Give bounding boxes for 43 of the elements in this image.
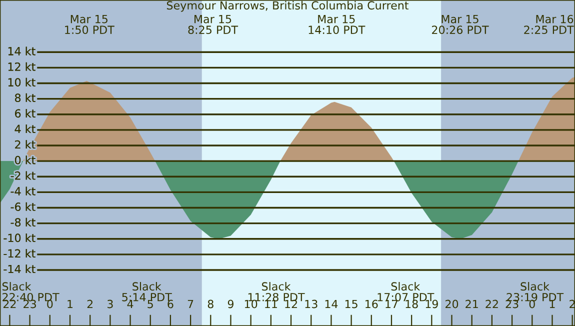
x-tick-label: 0 — [529, 300, 535, 308]
y-tick-label: -14 kt — [4, 264, 36, 274]
x-tick-label: 14 — [325, 300, 338, 308]
x-tick-label: 19 — [426, 300, 438, 308]
x-tick-label: 2 — [87, 300, 93, 308]
y-tick-label: 14 kt — [8, 46, 36, 56]
y-tick-label: -4 kt — [10, 186, 36, 196]
y-tick-label: 10 kt — [8, 78, 36, 86]
annotation: Slack 5:14 PDT — [122, 282, 172, 302]
x-tick-label: 3 — [107, 300, 113, 308]
y-tick-label: -10 kt — [4, 233, 36, 242]
y-tick-label: 4 kt — [14, 124, 36, 133]
x-tick-label: 16 — [366, 300, 378, 308]
x-tick-label: 7 — [188, 300, 194, 308]
x-tick-label: 23 — [24, 300, 36, 308]
y-tick-label: -8 kt — [10, 218, 36, 227]
y-tick-label: 8 kt — [15, 93, 36, 102]
x-tick-label: 15 — [345, 300, 358, 308]
x-tick-label: 13 — [305, 300, 318, 308]
y-tick-label: 12 kt — [8, 62, 36, 71]
x-tick-label: 4 — [127, 300, 134, 308]
annotation: Mar 15 14:10 PDT — [308, 15, 366, 34]
x-tick-label: 22 — [486, 300, 498, 308]
y-tick-label: 2 kt — [15, 140, 36, 149]
chart-title: Seymour Narrows, British Columbia Current — [166, 0, 409, 12]
y-tick-label: -6 kt — [10, 202, 36, 211]
x-tick-label: 20 — [446, 300, 458, 308]
annotation: Slack 11:28 PDT — [248, 282, 305, 302]
annotation: Mar 16 2:25 PDT — [524, 14, 574, 34]
y-tick-label: 6 kt — [15, 108, 36, 118]
annotation: Slack 17:07 PDT — [378, 282, 434, 302]
x-tick-label: 2 — [570, 300, 575, 308]
x-tick-label: 6 — [168, 300, 174, 308]
x-tick-label: 18 — [406, 300, 418, 308]
x-tick-label: 8 — [208, 300, 214, 308]
x-tick-label: 9 — [228, 300, 234, 308]
annotation: Mar 15 20:26 PDT — [432, 15, 489, 34]
x-tick-label: 1 — [68, 300, 72, 308]
x-tick-label: 21 — [466, 300, 478, 308]
x-tick-label: 10 — [244, 300, 258, 308]
annotation: Mar 15 1:50 PDT — [65, 15, 114, 34]
y-tick-label: -12 kt — [4, 249, 36, 258]
annotation: Mar 15 8:25 PDT — [188, 15, 238, 34]
